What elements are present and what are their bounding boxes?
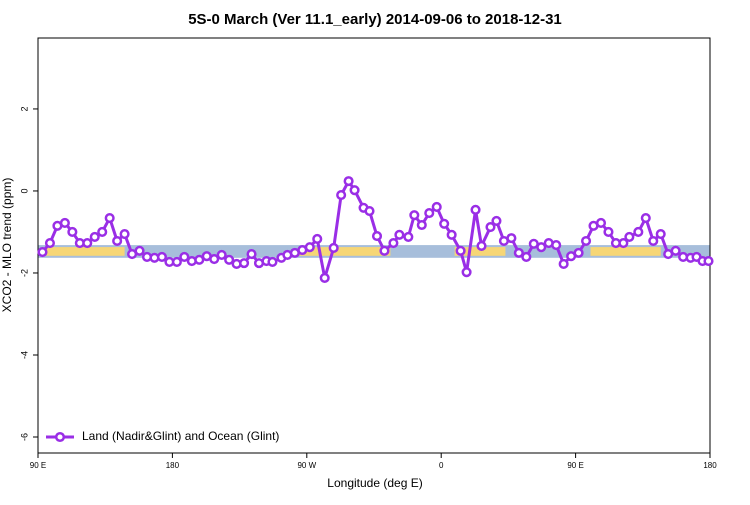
point (319, 272, 330, 283)
x-tick-label: 0 (439, 461, 444, 470)
point (328, 242, 339, 254)
point (703, 256, 714, 267)
point (216, 249, 227, 260)
point (431, 201, 442, 213)
point (134, 245, 145, 256)
point (364, 206, 375, 217)
point (655, 228, 666, 240)
point (394, 229, 405, 240)
point (379, 245, 390, 256)
x-tick-label: 90 E (567, 461, 583, 470)
point (624, 231, 635, 242)
point (439, 218, 450, 229)
point (156, 251, 167, 263)
point (536, 242, 547, 253)
chart-title: 5S-0 March (Ver 11.1_early) 2014-09-06 t… (188, 11, 562, 28)
land-patch (45, 247, 125, 256)
x-tick-label: 90 W (297, 461, 316, 470)
point (476, 240, 487, 251)
land-patch (454, 247, 506, 256)
point (409, 210, 420, 221)
point (618, 237, 629, 249)
point (82, 237, 93, 249)
point (573, 247, 584, 258)
point (648, 235, 659, 247)
land-patch (590, 247, 661, 256)
y-tick-label: -6 (19, 433, 29, 441)
point (343, 176, 354, 187)
point (59, 217, 70, 228)
point (89, 231, 100, 242)
point (506, 233, 517, 244)
x-tick-label: 90 E (30, 461, 46, 470)
point (349, 185, 360, 196)
point (267, 256, 278, 267)
point (388, 237, 399, 249)
point (246, 249, 257, 260)
point (424, 208, 435, 219)
point (209, 253, 220, 265)
point (371, 231, 383, 242)
point (224, 254, 235, 265)
point (239, 258, 250, 269)
legend-marker (54, 431, 66, 443)
point (513, 247, 524, 258)
point (485, 221, 496, 233)
x-tick-label: 180 (166, 461, 180, 470)
point (336, 190, 347, 201)
x-axis-label: Longitude (deg E) (327, 476, 422, 490)
y-axis-label: XCO2 - MLO trend (ppm) (0, 178, 14, 313)
point (603, 226, 614, 238)
y-tick-label: -4 (19, 351, 29, 359)
point (491, 215, 502, 226)
point (640, 212, 651, 224)
y-tick-label: -2 (19, 269, 29, 277)
point (194, 254, 205, 265)
point (595, 217, 607, 228)
point (112, 235, 123, 247)
y-tick-label: 2 (19, 106, 29, 111)
y-tick-label: 0 (19, 188, 29, 193)
land-patch (299, 247, 391, 256)
x-tick-label: 180 (703, 461, 717, 470)
point (633, 226, 644, 238)
point (558, 258, 569, 270)
point (551, 240, 562, 251)
point (119, 228, 130, 240)
point (461, 267, 472, 278)
point (179, 251, 190, 263)
point (446, 229, 457, 240)
point (97, 226, 108, 238)
point (416, 219, 427, 231)
point (171, 256, 182, 267)
point (304, 242, 315, 253)
point (470, 204, 481, 215)
point (67, 226, 78, 238)
point (581, 235, 592, 247)
point (521, 251, 532, 263)
legend-label: Land (Nadir&Glint) and Ocean (Glint) (82, 429, 279, 443)
plot-frame (37, 37, 711, 454)
point (104, 212, 115, 224)
point (455, 245, 466, 256)
point (403, 231, 414, 242)
point (670, 245, 681, 256)
point (44, 237, 55, 249)
point (37, 247, 48, 258)
point (312, 233, 323, 244)
